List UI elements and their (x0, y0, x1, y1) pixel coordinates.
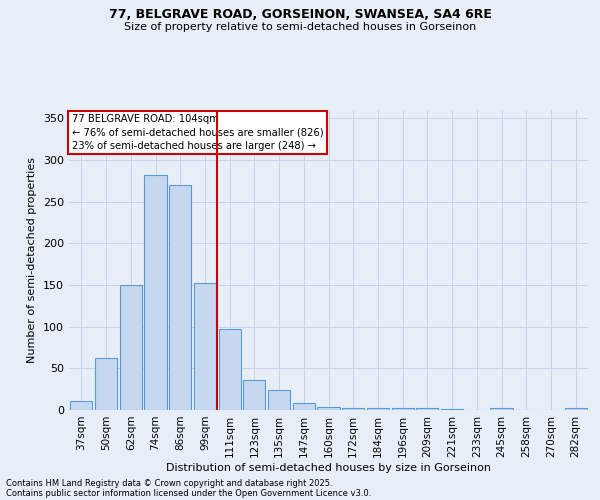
Bar (317, 406, 340, 410)
Bar (194, 284, 216, 410)
Bar (565, 408, 587, 410)
Bar (441, 409, 463, 410)
Bar (392, 408, 414, 410)
Bar (293, 404, 315, 410)
Bar (268, 390, 290, 410)
Text: 77 BELGRAVE ROAD: 104sqm
← 76% of semi-detached houses are smaller (826)
23% of : 77 BELGRAVE ROAD: 104sqm ← 76% of semi-d… (71, 114, 323, 151)
Text: Size of property relative to semi-detached houses in Gorseinon: Size of property relative to semi-detach… (124, 22, 476, 32)
Bar (218, 329, 241, 410)
Bar (342, 408, 364, 410)
Text: 77, BELGRAVE ROAD, GORSEINON, SWANSEA, SA4 6RE: 77, BELGRAVE ROAD, GORSEINON, SWANSEA, S… (109, 8, 491, 20)
Text: Contains public sector information licensed under the Open Government Licence v3: Contains public sector information licen… (6, 488, 371, 498)
Bar (145, 175, 167, 410)
Bar (70, 401, 92, 410)
Bar (95, 358, 117, 410)
Y-axis label: Number of semi-detached properties: Number of semi-detached properties (28, 157, 37, 363)
Bar (416, 408, 439, 410)
Bar (490, 408, 512, 410)
Bar (119, 285, 142, 410)
Bar (243, 380, 265, 410)
Text: Contains HM Land Registry data © Crown copyright and database right 2025.: Contains HM Land Registry data © Crown c… (6, 478, 332, 488)
Bar (169, 185, 191, 410)
Bar (367, 408, 389, 410)
X-axis label: Distribution of semi-detached houses by size in Gorseinon: Distribution of semi-detached houses by … (166, 462, 491, 472)
